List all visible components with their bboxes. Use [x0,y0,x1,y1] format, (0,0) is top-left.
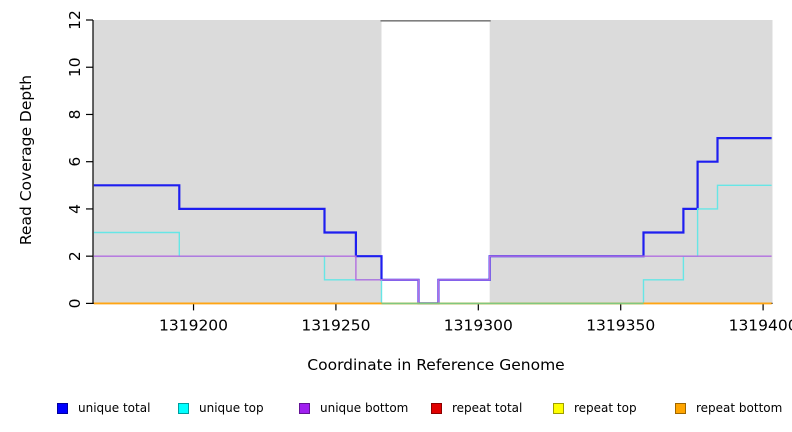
legend-label: repeat bottom [696,401,783,415]
y-tick-label: 10 [66,57,84,77]
legend-label: unique bottom [320,401,409,415]
legend-label: unique total [78,401,151,415]
legend-item-unique-bottom: unique bottom [299,400,408,416]
legend-label: unique top [199,401,264,415]
x-tick-label: 1319400 [729,316,792,334]
y-tick-label: 6 [66,157,84,167]
y-tick-label: 2 [66,251,84,261]
coverage-chart-canvas: 1319200 1319250 1319300 1319350 1319400 0 2 4 6 8… [66,10,792,334]
y-tick-label: 8 [66,110,84,120]
x-tick-label: 1319200 [159,316,228,334]
legend-swatch-unique-total [57,402,68,414]
y-tick-label: 12 [66,10,84,30]
y-axis-label: Read Coverage Depth [17,74,35,246]
x-axis-label: Coordinate in Reference Genome [307,356,565,374]
legend-item-repeat-top: repeat top [553,400,637,416]
y-tick-label: 0 [66,298,84,308]
legend-item-unique-total: unique total [57,400,150,416]
legend-swatch-repeat-top [553,402,564,414]
legend-label: repeat total [452,401,523,415]
x-tick-label: 1319250 [301,316,370,334]
legend-item-unique-top: unique top [178,400,264,416]
legend-item-repeat-bottom: repeat bottom [675,400,782,416]
x-tick-label: 1319350 [586,316,655,334]
legend-item-repeat-total: repeat total [431,400,522,416]
unshaded-region-band [381,20,490,304]
legend-swatch-repeat-bottom [675,402,686,414]
legend-label: repeat top [574,401,637,415]
legend-swatch-unique-bottom [299,402,310,414]
legend: unique total unique top unique bottom repea… [0,400,792,422]
y-tick-label: 4 [66,204,84,214]
legend-swatch-unique-top [178,402,189,414]
legend-swatch-repeat-total [431,402,442,414]
x-tick-label: 1319300 [444,316,513,334]
